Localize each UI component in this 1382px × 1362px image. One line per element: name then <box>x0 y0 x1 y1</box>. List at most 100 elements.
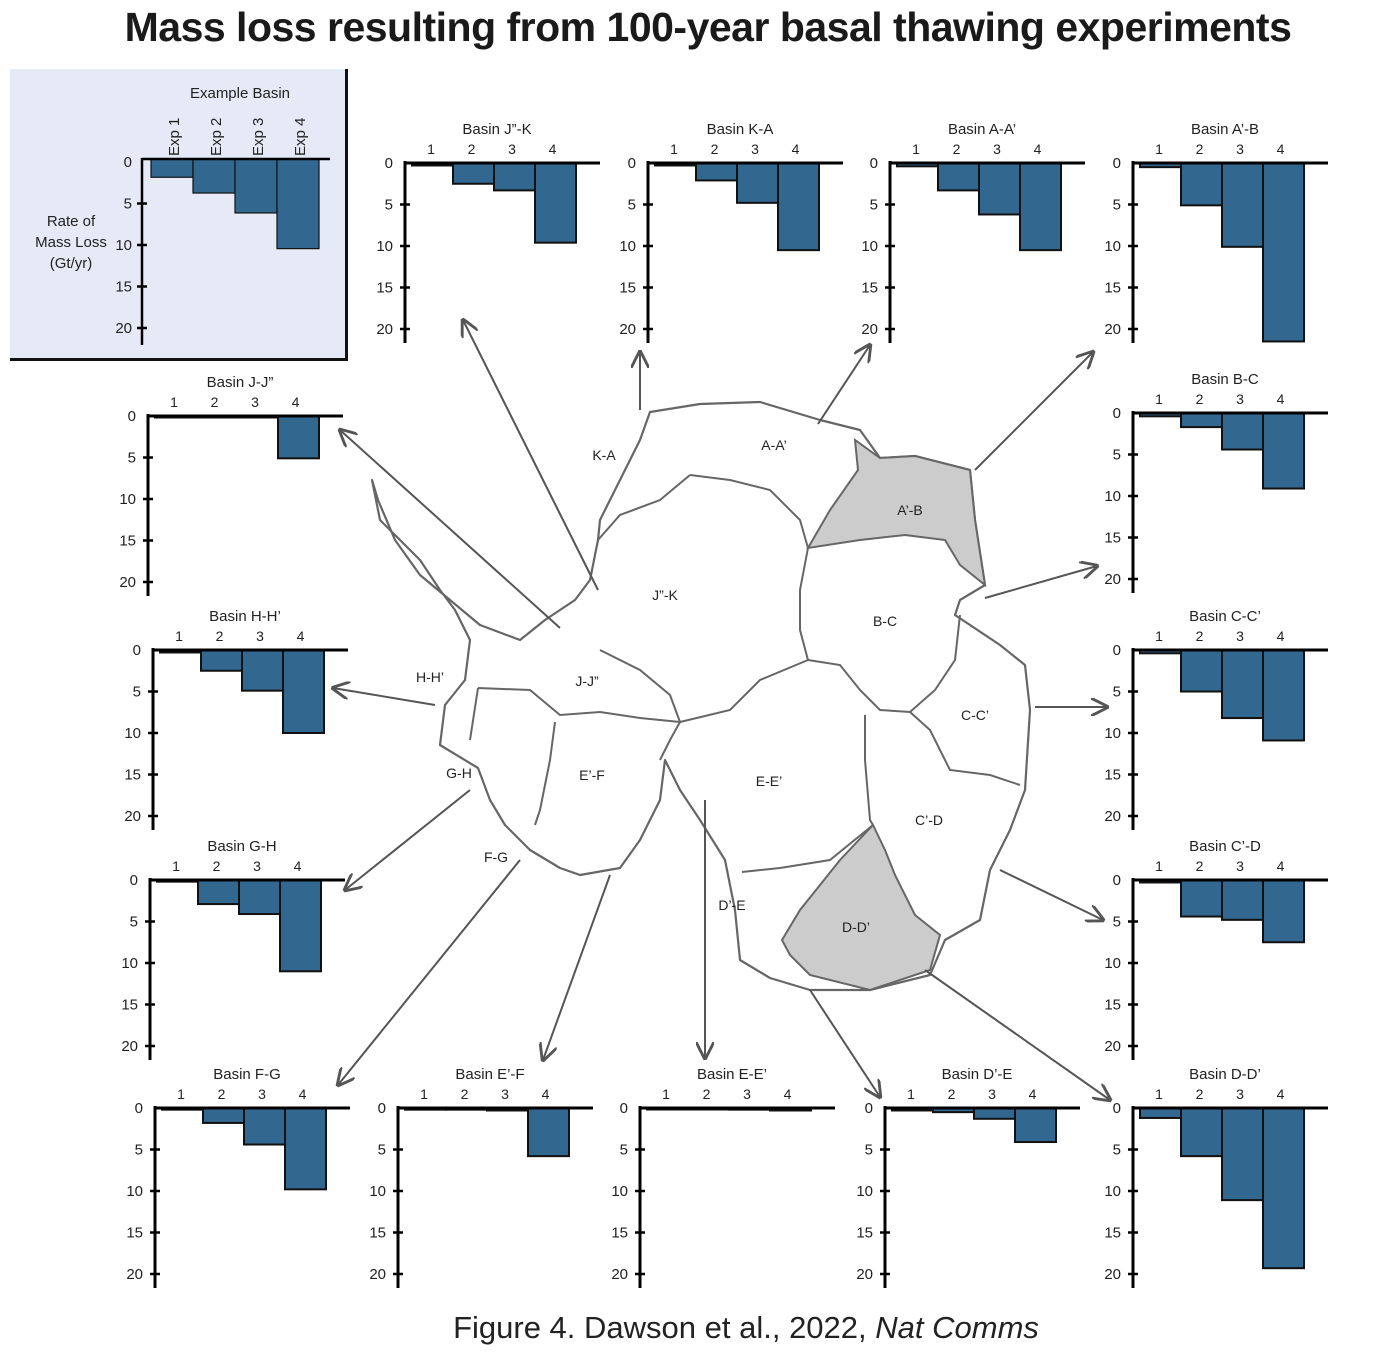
bar-exp-2 <box>452 162 495 185</box>
y-tick-label: 20 <box>1104 571 1121 588</box>
x-tick-label: 2 <box>948 1086 956 1102</box>
map-label-j-k: J”-K <box>652 587 678 603</box>
basin-border <box>799 547 809 661</box>
chart-d-d: Basin D-D’ 1 2 3 4 0 5 10 15 20 <box>1104 1066 1328 1288</box>
bar-exp-4 <box>527 1107 570 1158</box>
y-tick-label: 0 <box>128 408 136 425</box>
map-label-c-c: C-C’ <box>961 707 989 723</box>
y-tick-label: 0 <box>135 1100 143 1117</box>
x-tick-label: 3 <box>1236 391 1244 407</box>
x-tick-label: 2 <box>1196 628 1204 644</box>
bar-exp-4 <box>1014 1107 1057 1144</box>
y-tick-label: 20 <box>856 1266 873 1283</box>
y-tick-label: 15 <box>124 767 141 784</box>
chart-b-c: Basin B-C 1 2 3 4 0 5 10 15 20 <box>1104 371 1328 593</box>
x-tick-label: 4 <box>294 858 302 874</box>
y-tick-label: 20 <box>611 1266 628 1283</box>
example-title: Example Basin <box>190 85 290 102</box>
y-tick-label: 5 <box>1113 447 1121 464</box>
bar-exp-3 <box>1221 879 1264 921</box>
basin-border <box>909 711 1021 786</box>
example-y-tick-label: 10 <box>115 237 132 254</box>
bar-exp-4 <box>1262 1107 1305 1270</box>
x-tick-label: 3 <box>258 1086 266 1102</box>
bar-exp-4 <box>1262 879 1305 944</box>
y-tick-label: 0 <box>620 1100 628 1117</box>
x-tick-label: 3 <box>1236 141 1244 157</box>
y-tick-label: 0 <box>130 872 138 889</box>
example-bar-4 <box>276 158 320 250</box>
y-tick-label: 5 <box>135 1142 143 1159</box>
x-tick-label: 4 <box>1029 1086 1037 1102</box>
bar-exp-2 <box>197 879 240 906</box>
bar-exp-3 <box>1221 649 1264 720</box>
map-label-e-f: E’-F <box>579 767 605 783</box>
y-tick-label: 5 <box>1113 197 1121 214</box>
x-tick-label: 1 <box>1155 1086 1163 1102</box>
x-tick-label: 2 <box>1196 858 1204 874</box>
example-bar-2 <box>192 158 236 194</box>
chart-d-e: Basin D’-E 1 2 3 4 0 5 10 15 20 <box>856 1066 1080 1288</box>
chart-title: Basin D’-E <box>942 1066 1013 1083</box>
chart-h-h: Basin H-H’ 1 2 3 4 0 5 10 15 20 <box>124 608 348 830</box>
example-y-tick-label: 15 <box>115 279 132 296</box>
chart-j-j: Basin J-J” 1 2 3 4 0 5 10 15 20 <box>119 374 343 596</box>
bar-exp-3 <box>243 1107 286 1146</box>
y-tick-label: 20 <box>376 321 393 338</box>
y-tick-label: 10 <box>1104 725 1121 742</box>
chart-title: Basin K-A <box>707 121 774 138</box>
basin-border <box>599 649 681 723</box>
x-tick-label: 2 <box>953 141 961 157</box>
basin-region-d-d-prime <box>780 823 942 992</box>
y-tick-label: 5 <box>385 197 393 214</box>
x-tick-label: 1 <box>170 394 178 410</box>
x-tick-label: 2 <box>1196 141 1204 157</box>
example-y-axis-label: Rate of <box>47 213 96 230</box>
y-tick-label: 15 <box>1104 1225 1121 1242</box>
y-tick-label: 15 <box>369 1225 386 1242</box>
x-tick-label: 1 <box>177 1086 185 1102</box>
basin-border <box>477 687 681 723</box>
x-tick-label: 1 <box>1155 141 1163 157</box>
map-label-k-a: K-A <box>592 447 616 463</box>
chart-c-c: Basin C-C’ 1 2 3 4 0 5 10 15 20 <box>1104 608 1328 830</box>
y-tick-label: 15 <box>619 280 636 297</box>
chart-title: Basin G-H <box>207 838 276 855</box>
basin-border <box>741 824 874 873</box>
y-tick-label: 10 <box>856 1183 873 1200</box>
x-tick-label: 2 <box>1196 1086 1204 1102</box>
chart-e-e: Basin E-E’ 1 2 3 4 0 5 10 15 20 <box>611 1066 835 1288</box>
y-tick-label: 5 <box>378 1142 386 1159</box>
bar-exp-3 <box>1221 1107 1264 1202</box>
y-tick-label: 10 <box>121 955 138 972</box>
y-tick-label: 0 <box>385 155 393 172</box>
bar-exp-2 <box>1180 1107 1223 1158</box>
map-label-d-d: D-D’ <box>842 919 870 935</box>
chart-j-k: Basin J”-K 1 2 3 4 0 5 10 15 20 <box>376 121 600 343</box>
example-basin-chart: Example Basin Exp 1 Exp 2 Exp 3 Exp 4 0 5 10 15 2… <box>35 85 330 345</box>
bar-exp-2 <box>1180 412 1223 429</box>
bar-exp-3 <box>238 879 281 916</box>
y-tick-label: 20 <box>121 1038 138 1055</box>
y-tick-label: 5 <box>1113 914 1121 931</box>
y-tick-label: 15 <box>126 1225 143 1242</box>
map-label-e-e: E-E’ <box>756 773 782 789</box>
x-tick-label: 1 <box>670 141 678 157</box>
example-y-tick-label: 5 <box>124 196 132 213</box>
map-label-c-d: C’-D <box>915 812 943 828</box>
bar-exp-3 <box>1221 412 1264 451</box>
x-tick-label: 1 <box>1155 391 1163 407</box>
x-tick-label: 3 <box>1236 858 1244 874</box>
y-tick-label: 10 <box>126 1183 143 1200</box>
basin-border <box>659 721 681 761</box>
y-tick-label: 15 <box>121 997 138 1014</box>
x-tick-label: 3 <box>1236 628 1244 644</box>
y-tick-label: 15 <box>1104 997 1121 1014</box>
bar-exp-2 <box>937 162 980 192</box>
y-tick-label: 20 <box>1104 321 1121 338</box>
y-tick-label: 10 <box>376 238 393 255</box>
arrow-to-b-c <box>984 566 1097 599</box>
y-tick-label: 10 <box>611 1183 628 1200</box>
x-tick-label: 2 <box>211 394 219 410</box>
x-tick-label: 3 <box>993 141 1001 157</box>
